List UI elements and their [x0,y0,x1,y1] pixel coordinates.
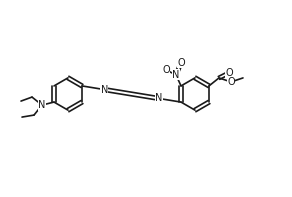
Text: N: N [100,85,108,95]
Text: N: N [172,70,180,80]
Text: O: O [162,65,170,75]
Text: N: N [155,93,162,103]
Text: O: O [227,77,235,87]
Text: O: O [177,58,185,68]
Text: O: O [225,68,233,78]
Text: N: N [38,100,46,110]
